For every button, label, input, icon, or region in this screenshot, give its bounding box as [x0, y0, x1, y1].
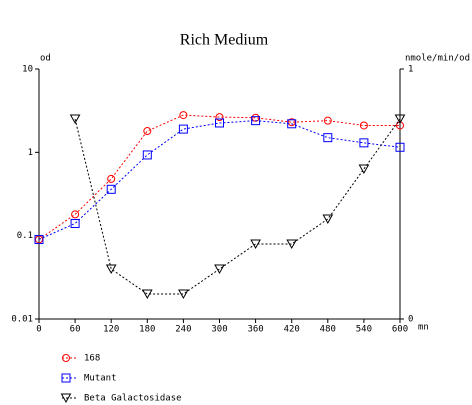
point — [322, 214, 334, 225]
point — [34, 234, 44, 244]
point — [178, 289, 189, 300]
y-tick-label: 1 — [28, 148, 33, 158]
x-tick-label: 360 — [247, 325, 263, 335]
chart-title: Rich Medium — [180, 32, 269, 49]
legend-label: Mutant — [84, 374, 117, 384]
x-tick-label: 240 — [175, 325, 191, 335]
point — [250, 239, 261, 250]
y-tick-label: 0.1 — [17, 231, 33, 241]
x-tick-label: 120 — [103, 325, 119, 335]
point — [105, 264, 117, 275]
point — [251, 116, 261, 126]
y-axis-label: od — [40, 54, 51, 64]
point — [143, 127, 152, 136]
x-tick-label: 480 — [320, 325, 336, 335]
series-line — [38, 120, 401, 240]
point — [395, 142, 405, 152]
series-line — [38, 114, 400, 240]
y-tick-label: 10 — [22, 65, 33, 75]
point — [394, 114, 406, 125]
x-tick-label: 180 — [139, 325, 155, 335]
point — [359, 138, 369, 148]
legend-label: 168 — [84, 354, 100, 364]
point — [214, 264, 225, 275]
x-tick-label: 60 — [70, 325, 81, 335]
point — [358, 164, 370, 175]
y2-axis-label: nmole/min/od — [405, 54, 470, 64]
y2-tick-label: 1 — [408, 65, 413, 75]
x-tick-label: 600 — [392, 325, 408, 335]
point — [141, 289, 153, 300]
point — [142, 150, 152, 160]
legend-label: Beta Galactosidase — [84, 394, 182, 404]
point — [286, 239, 298, 250]
y-tick-label: 0.01 — [11, 315, 33, 325]
point — [70, 218, 80, 228]
legend-marker — [61, 373, 71, 383]
point — [178, 124, 188, 134]
x-tick-label: 540 — [356, 325, 372, 335]
point — [287, 119, 297, 129]
point — [69, 114, 81, 125]
point — [323, 133, 333, 143]
point — [107, 174, 116, 183]
legend-marker — [62, 354, 70, 362]
point — [215, 118, 224, 128]
series-line — [74, 118, 401, 295]
x-tick-label: 0 — [36, 325, 41, 335]
point — [71, 210, 80, 219]
legend-marker — [60, 393, 72, 404]
point — [323, 116, 332, 125]
x-axis-label: mn — [418, 323, 429, 333]
point — [359, 121, 368, 130]
y2-tick-label: 0 — [408, 315, 413, 325]
point — [215, 113, 224, 122]
point — [179, 111, 188, 120]
point — [106, 184, 116, 194]
x-tick-label: 420 — [284, 325, 300, 335]
x-tick-label: 300 — [211, 325, 227, 335]
